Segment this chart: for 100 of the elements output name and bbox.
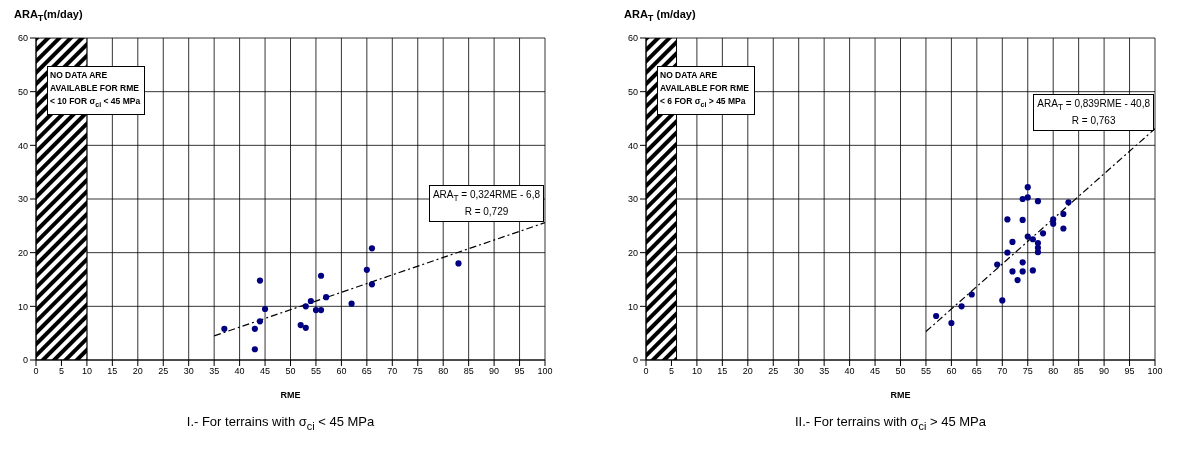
x-tick-label: 70 (997, 366, 1008, 377)
annotation: ARA$_{T}$ = 0,839RME - 40,8 (1037, 97, 1150, 115)
point (1039, 230, 1047, 237)
annotation: ARA$_{T}$ = 0,324RME - 6,8 (432, 187, 540, 205)
point (1004, 249, 1011, 256)
y-tick-label: 40 (627, 140, 638, 151)
y-axis-title: ARA$_{T}$(m/day) (13, 8, 84, 26)
point (1024, 233, 1031, 240)
x-tick-label: 0 (33, 366, 39, 377)
x-tick-label: 50 (895, 366, 906, 377)
x-tick-label: 5 (668, 366, 674, 377)
x-tick-label: 55 (920, 366, 931, 377)
x-tick-label: 60 (946, 366, 957, 377)
point (933, 312, 940, 320)
point (1024, 194, 1031, 201)
x-axis-title: RME (280, 390, 301, 400)
x-tick-label: 5 (58, 366, 64, 377)
x-tick-label: 15 (107, 366, 118, 377)
point (368, 281, 376, 288)
x-tick-label: 70 (387, 366, 398, 377)
point (1034, 239, 1042, 247)
point (317, 272, 325, 279)
y-tick-label: 40 (17, 140, 28, 151)
x-axis-title: RME (890, 390, 911, 400)
y-tick-label: 10 (627, 301, 638, 312)
band-label: NO DATA ARE AVAILABLE FOR RME < 6 FOR σ$_{ci}$ > 45 MPa (657, 66, 755, 115)
point (1004, 216, 1011, 223)
y-tick-label: 20 (627, 247, 638, 258)
x-tick-label: 95 (514, 366, 525, 377)
point (1050, 220, 1057, 227)
y-tick-label: 60 (17, 33, 28, 44)
point (1060, 210, 1067, 218)
x-tick-label: 30 (183, 366, 194, 377)
point (1009, 268, 1016, 275)
point (1019, 259, 1026, 266)
point (363, 266, 370, 273)
y-tick-label: 50 (17, 86, 28, 97)
annotation: R = 0,763 (1070, 114, 1117, 129)
point (312, 307, 320, 314)
x-tick-label: 15 (717, 366, 728, 377)
x-tick-label: 40 (844, 366, 855, 377)
point (1034, 198, 1042, 205)
point (1034, 249, 1042, 256)
annotation: R = 0,729 (463, 204, 510, 219)
point (221, 325, 228, 332)
point (968, 291, 975, 298)
x-tick-label: 65 (361, 366, 372, 377)
x-tick-label: 75 (1022, 366, 1033, 377)
x-tick-label: 55 (310, 366, 321, 377)
y-tick-label: 30 (627, 194, 638, 205)
x-tick-label: 10 (81, 366, 92, 377)
y-tick-label: 60 (627, 33, 638, 44)
point (297, 322, 304, 329)
point (1060, 225, 1067, 232)
x-tick-label: 85 (1073, 366, 1084, 377)
point (1009, 238, 1016, 246)
point (455, 260, 462, 267)
x-tick-label: 30 (793, 366, 804, 377)
x-tick-label: 65 (971, 366, 982, 377)
point (256, 318, 264, 325)
text: I.- For terrains with σ$_{ci}$ < 45 MPa (185, 414, 376, 432)
point (1065, 199, 1072, 206)
point (256, 277, 264, 284)
y-tick-label: 0 (632, 355, 638, 366)
y-tick-label: 30 (17, 194, 28, 205)
x-tick-label: 100 (537, 366, 553, 377)
point (999, 297, 1006, 304)
x-tick-label: 100 (1147, 366, 1163, 377)
point (994, 261, 1001, 268)
point (1019, 216, 1026, 224)
x-tick-label: 40 (234, 366, 245, 377)
point (323, 294, 330, 301)
x-tick-label: 60 (336, 366, 347, 377)
x-tick-label: 45 (870, 366, 881, 377)
x-tick-label: 25 (768, 366, 779, 377)
x-tick-label: 50 (285, 366, 296, 377)
y-tick-label: 20 (17, 247, 28, 258)
point (261, 305, 269, 313)
point (948, 319, 955, 327)
point (251, 325, 258, 332)
text: II.- For terrains with σ$_{ci}$ > 45 MPa (793, 414, 988, 432)
point (958, 303, 965, 310)
point (302, 324, 309, 331)
x-tick-label: 35 (209, 366, 220, 377)
x-tick-label: 90 (489, 366, 500, 377)
point (1029, 267, 1036, 274)
point (302, 303, 309, 310)
x-tick-label: 95 (1124, 366, 1135, 377)
x-tick-label: 80 (1048, 366, 1059, 377)
point (1014, 276, 1021, 284)
band-label: NO DATA ARE AVAILABLE FOR RME < 10 FOR σ$_{ci}$ < 45 MPa (47, 66, 145, 115)
point (348, 300, 355, 307)
x-tick-label: 85 (463, 366, 474, 377)
point (1019, 195, 1026, 203)
x-tick-label: 45 (260, 366, 271, 377)
x-tick-label: 0 (643, 366, 649, 377)
point (317, 307, 325, 314)
x-tick-label: 90 (1099, 366, 1110, 377)
point (1019, 268, 1026, 275)
x-tick-label: 10 (691, 366, 702, 377)
